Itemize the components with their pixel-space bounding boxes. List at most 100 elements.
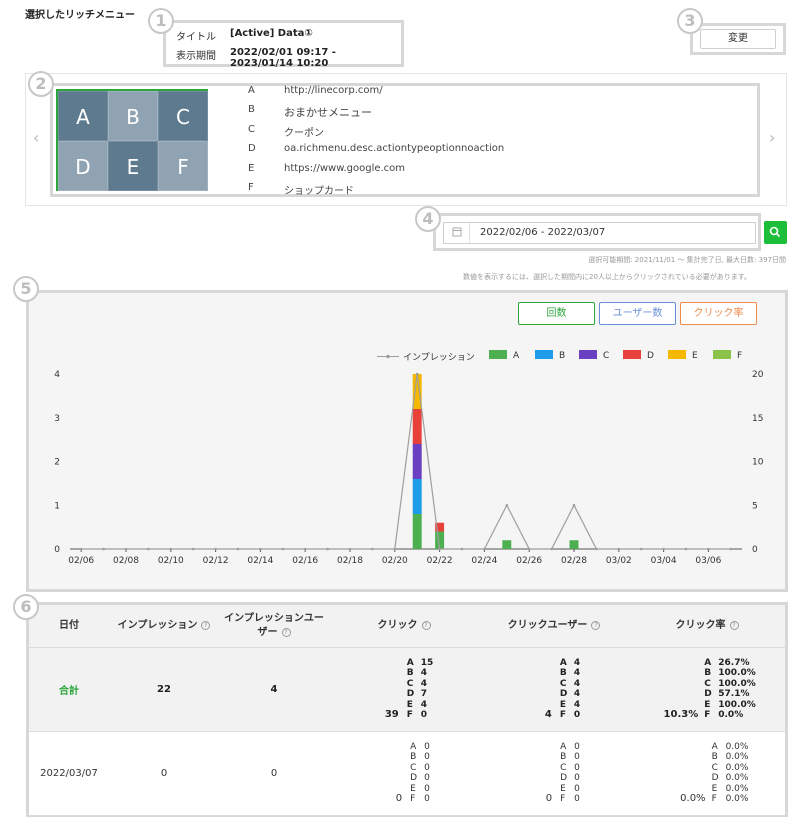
search-button[interactable] (764, 221, 787, 244)
total-row: 合計 22 4 39 A 15 B 4 C 4 D 7 E 4 F 0 4 A 4 B 4 C 4 D 4 E 4 F 0 10.3% A 2… (29, 647, 785, 732)
step-1-badge: 1 (148, 8, 174, 34)
grid-cell-d[interactable]: D (58, 141, 108, 191)
impressions-point (79, 547, 83, 551)
row-ctr: 10.3% A 26.7% B 100.0% C 100.0% D 57.1% E 100.0% F 0… (629, 647, 785, 732)
date-range-input[interactable]: 2022/02/06 - 2022/03/07 (443, 222, 756, 244)
menu-info-box: タイトル [Active] Data① 表示期間 2022/02/01 09:1… (163, 20, 404, 69)
bar-segment-d (412, 409, 422, 444)
col-clicks: クリック? (329, 605, 479, 648)
impressions-point (147, 547, 150, 551)
metric-users-button[interactable]: ユーザー数 (599, 302, 676, 325)
step-6-badge: 6 (13, 594, 39, 620)
impressions-point (505, 503, 509, 507)
stats-table: 日付 インプレッション? インプレッションユーザー? クリック? クリックユーザ… (29, 605, 785, 816)
grid-cell-c[interactable]: C (158, 91, 208, 141)
step-3-badge: 3 (677, 8, 703, 34)
legend-a: A (489, 350, 519, 361)
x-tick-label: 02/14 (247, 556, 273, 566)
bar-segment-a (435, 531, 445, 549)
impressions-point (303, 547, 307, 551)
metric-ctr-button[interactable]: クリック率 (680, 302, 757, 325)
col-ctr: クリック率? (629, 605, 785, 648)
impressions-line (81, 373, 731, 550)
impressions-point (191, 547, 195, 551)
help-icon[interactable]: ? (591, 620, 601, 630)
impressions-point (460, 547, 464, 551)
impressions-point (259, 547, 262, 551)
row-impression-users: 4 (219, 647, 329, 732)
col-click-users: クリックユーザー? (479, 605, 629, 648)
y-left-tick-label: 4 (54, 370, 60, 380)
impressions-point (281, 547, 285, 551)
row-impressions: 0 (109, 731, 219, 816)
impressions-point (124, 547, 128, 551)
period-label: 表示期間 (176, 51, 216, 62)
impressions-point (572, 503, 576, 507)
legend-b: B (535, 350, 565, 361)
impressions-point (550, 547, 553, 551)
legend-f: F (713, 350, 742, 361)
grid-cell-b[interactable]: B (108, 91, 158, 141)
impressions-point (438, 547, 441, 551)
title-label: タイトル (176, 32, 216, 43)
x-tick-label: 02/20 (382, 556, 408, 566)
help-icon[interactable]: ? (281, 627, 291, 637)
metric-count-button[interactable]: 回数 (518, 302, 595, 325)
help-icon[interactable]: ? (201, 620, 211, 630)
help-icon[interactable]: ? (729, 620, 739, 630)
x-tick-label: 02/08 (113, 556, 139, 566)
grid-cell-f[interactable]: F (158, 141, 208, 191)
y-right-tick-label: 5 (752, 501, 758, 511)
impressions-point (639, 547, 643, 551)
x-tick-label: 02/28 (561, 556, 587, 566)
chart-box (26, 290, 788, 592)
bar-segment-a (502, 540, 512, 549)
y-left-tick-label: 3 (54, 414, 60, 424)
next-arrow[interactable]: › (769, 128, 776, 147)
step-2-badge: 2 (28, 71, 54, 97)
bar-segment-a (412, 514, 422, 549)
help-icon[interactable]: ? (421, 620, 431, 630)
x-tick-label: 02/06 (68, 556, 94, 566)
total-label: 合計 (29, 647, 109, 732)
x-tick-label: 02/24 (471, 556, 497, 566)
col-date: 日付 (29, 605, 109, 648)
table-row: 2022/03/07 0 0 0 A 0 B 0 C 0 D 0 E 0 F 0 0 A 0 B 0 C 0 D 0 E 0 F 0 0.… (29, 731, 785, 816)
table-box (26, 602, 788, 817)
y-right-tick-label: 20 (752, 370, 764, 380)
impressions-chart: 0 1 2 3 4 0 5 10 15 20 02/06 02/08 02/10 02/12 02/14 02… (54, 370, 764, 566)
prev-arrow[interactable]: ‹ (33, 128, 40, 147)
period-value: 2022/02/01 09:17 - 2023/01/14 10:20 (230, 47, 336, 69)
title-value: [Active] Data① (230, 28, 313, 39)
y-right-tick-label: 10 (752, 458, 764, 468)
grid-cell-a[interactable]: A (58, 91, 108, 141)
impressions-point (214, 547, 217, 551)
x-tick-label: 03/02 (606, 556, 632, 566)
x-tick-label: 03/06 (695, 556, 721, 566)
grid-cell-e[interactable]: E (108, 141, 158, 191)
y-right-tick-label: 0 (752, 545, 758, 555)
y-left-tick-label: 2 (54, 458, 60, 468)
impressions-point (595, 547, 598, 551)
y-right-tick-label: 15 (752, 414, 763, 424)
legend-d: D (623, 350, 654, 361)
impressions-point (326, 547, 329, 551)
impressions-point (102, 547, 105, 551)
impressions-point (393, 547, 397, 551)
x-tick-label: 02/18 (337, 556, 363, 566)
change-button[interactable]: 変更 (700, 29, 776, 49)
bar-segment-a (569, 540, 579, 549)
bar-segment-d (435, 522, 445, 532)
y-left-tick-label: 0 (54, 545, 60, 555)
bar-segment-b (412, 479, 422, 514)
legend-impressions-label: インプレッション (403, 353, 475, 363)
x-tick-label: 02/26 (516, 556, 542, 566)
step-4-badge: 4 (415, 206, 441, 232)
step-5-badge: 5 (13, 276, 39, 302)
rich-menu-grid: A B C D E F (56, 89, 208, 191)
impressions-point (707, 547, 710, 551)
y-left-tick-label: 1 (54, 501, 60, 511)
